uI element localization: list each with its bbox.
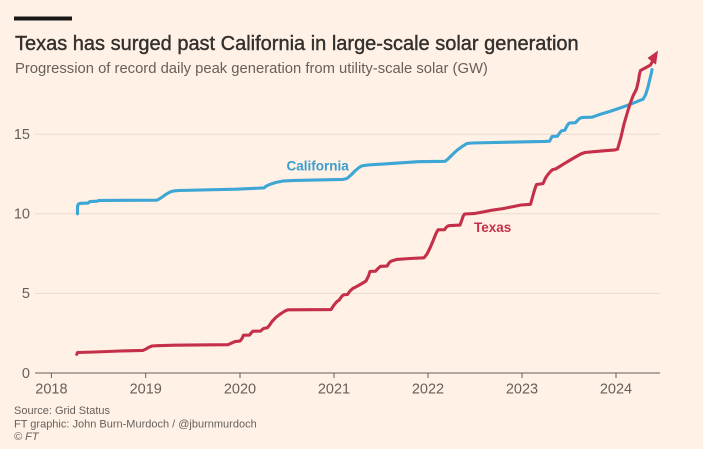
svg-text:2020: 2020 (224, 381, 256, 397)
svg-text:2023: 2023 (506, 381, 538, 397)
svg-text:2021: 2021 (318, 381, 350, 397)
svg-text:0: 0 (22, 366, 30, 382)
svg-text:© FT: © FT (14, 431, 40, 443)
svg-text:2022: 2022 (412, 381, 444, 397)
svg-text:Progression of record daily pe: Progression of record daily peak generat… (15, 61, 488, 77)
svg-text:Source: Grid Status: Source: Grid Status (14, 405, 110, 417)
svg-text:2019: 2019 (130, 381, 162, 397)
svg-text:Texas has surged past Californ: Texas has surged past California in larg… (15, 33, 579, 55)
svg-text:FT graphic: John Burn-Murdoch: FT graphic: John Burn-Murdoch / @jburnmu… (14, 418, 257, 430)
svg-text:2024: 2024 (600, 381, 632, 397)
svg-text:5: 5 (22, 286, 30, 302)
svg-text:10: 10 (14, 207, 30, 223)
svg-text:California: California (287, 159, 350, 174)
svg-text:Texas: Texas (474, 220, 511, 235)
svg-text:15: 15 (14, 127, 30, 143)
svg-text:2018: 2018 (35, 381, 67, 397)
